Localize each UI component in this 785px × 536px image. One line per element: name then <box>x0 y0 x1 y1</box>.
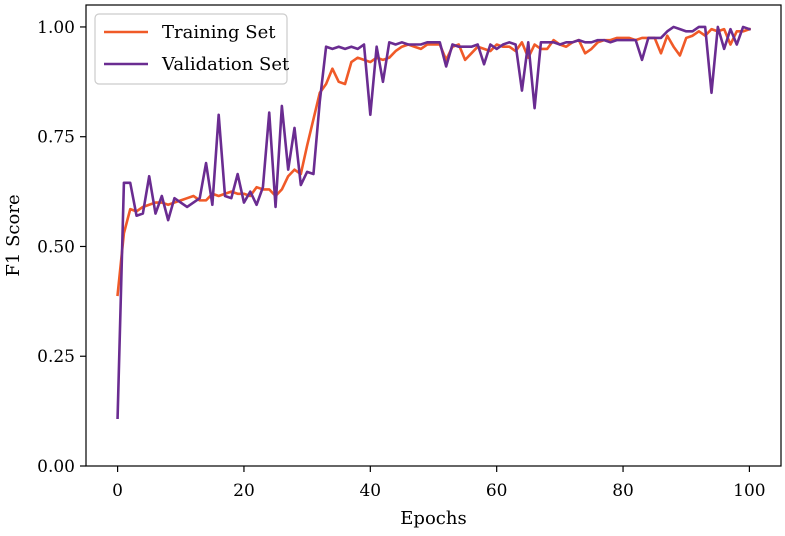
x-tick-label: 100 <box>733 481 765 501</box>
y-tick-label: 0.75 <box>37 128 75 148</box>
legend: Training Set Validation Set <box>94 13 290 85</box>
x-tick-label: 60 <box>486 481 508 501</box>
x-tick-label: 40 <box>359 481 381 501</box>
series-layer <box>116 25 752 420</box>
x-tick-label: 20 <box>233 481 255 501</box>
x-tick-label: 0 <box>112 481 123 501</box>
x-axis-label: Epochs <box>400 508 466 529</box>
series-line-2 <box>116 25 752 420</box>
y-tick-label: 0.50 <box>37 237 75 257</box>
y-tick-label: 1.00 <box>37 18 75 38</box>
legend-label-1: Training Set <box>162 22 276 43</box>
y-tick-label: 0.00 <box>37 457 75 477</box>
axes-layer: 0 20 40 60 80 100 0.00 0.25 0.50 0.75 1.00 Epochs F1… <box>3 4 782 529</box>
legend-label-2: Validation Set <box>161 54 290 75</box>
series-line-1 <box>116 27 752 297</box>
y-axis-label: F1 Score <box>3 194 24 276</box>
y-tick-label: 0.25 <box>37 347 75 367</box>
x-tick-label: 80 <box>612 481 634 501</box>
plot-frame <box>85 4 782 467</box>
